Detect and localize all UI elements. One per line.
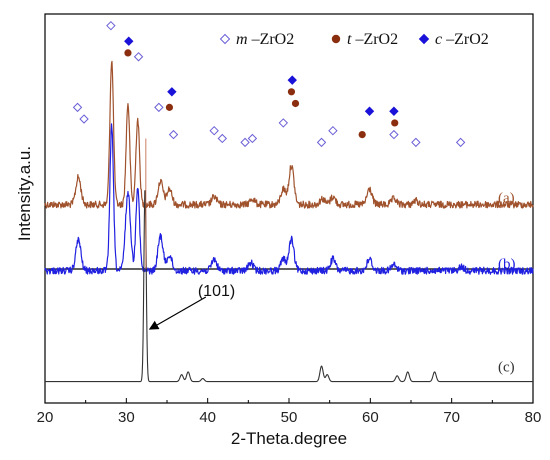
- marker-m-10: [278, 118, 289, 128]
- annotation-arrow-0: [148, 296, 207, 330]
- marker-m-2: [106, 20, 116, 31]
- legend-marker-2: [418, 33, 430, 45]
- x-tick-label-5: 70: [443, 409, 460, 426]
- marker-t-3: [291, 99, 300, 108]
- legend-formula-0: –ZrO2: [248, 31, 295, 48]
- marker-c-4: [389, 106, 399, 116]
- x-tick-label-2: 40: [199, 409, 216, 426]
- marker-c-0: [124, 36, 134, 46]
- legend-symbol-1: t: [347, 31, 352, 48]
- marker-t-0: [124, 49, 132, 57]
- annotations: (101): [145, 138, 235, 330]
- marker-c-2: [287, 75, 297, 85]
- legend-label-1: t –ZrO2: [347, 31, 398, 48]
- y-axis-title: Intensity.a.u.: [15, 146, 34, 241]
- phase-markers: [72, 20, 466, 148]
- marker-t-5: [391, 119, 399, 127]
- axes: 20 30 40 50 60 70 80: [37, 398, 542, 426]
- legend-marker-1: [331, 34, 341, 44]
- marker-m-13: [389, 129, 399, 140]
- series-label-0: (a): [498, 191, 515, 207]
- marker-m-5: [168, 129, 179, 140]
- series-trace-0: [44, 60, 534, 209]
- marker-c-1: [167, 87, 177, 97]
- marker-m-11: [316, 137, 327, 148]
- marker-m-4: [154, 102, 164, 113]
- marker-m-6: [209, 125, 219, 136]
- marker-t-2: [287, 88, 296, 96]
- series-traces: (a) (b) (c): [44, 60, 534, 383]
- marker-m-15: [455, 137, 466, 148]
- legend-symbol-0: m: [236, 31, 248, 48]
- annotation-label-0: (101): [198, 283, 235, 300]
- legend-symbol-2: c: [435, 31, 442, 48]
- legend-marker-0: [219, 33, 231, 45]
- x-tick-label-4: 60: [362, 409, 379, 426]
- marker-t-1: [165, 103, 174, 111]
- x-tick-label-6: 80: [525, 409, 542, 426]
- series-trace-1: [44, 123, 534, 275]
- series-trace-2: [44, 190, 534, 383]
- legend-formula-1: –ZrO2: [351, 31, 398, 48]
- marker-m-8: [240, 137, 250, 148]
- x-axis-title: 2-Theta.degree: [231, 429, 347, 448]
- marker-c-3: [364, 106, 375, 116]
- x-tick-label-3: 50: [281, 409, 298, 426]
- legend: m –ZrO2 t –ZrO2 c –ZrO2: [219, 31, 489, 48]
- marker-t-4: [358, 130, 366, 139]
- legend-label-2: c –ZrO2: [435, 31, 489, 48]
- x-tick-label-1: 30: [118, 409, 135, 426]
- legend-formula-2: –ZrO2: [442, 31, 489, 48]
- series-label-2: (c): [498, 360, 515, 376]
- x-tick-label-0: 20: [37, 409, 54, 426]
- marker-m-12: [328, 125, 338, 136]
- marker-m-3: [133, 52, 144, 62]
- marker-m-14: [411, 137, 421, 148]
- series-label-1: (b): [498, 257, 516, 273]
- marker-m-9: [247, 133, 258, 144]
- marker-m-7: [217, 133, 228, 144]
- marker-m-0: [72, 102, 83, 113]
- marker-m-1: [79, 114, 89, 124]
- legend-label-0: m –ZrO2: [236, 31, 294, 48]
